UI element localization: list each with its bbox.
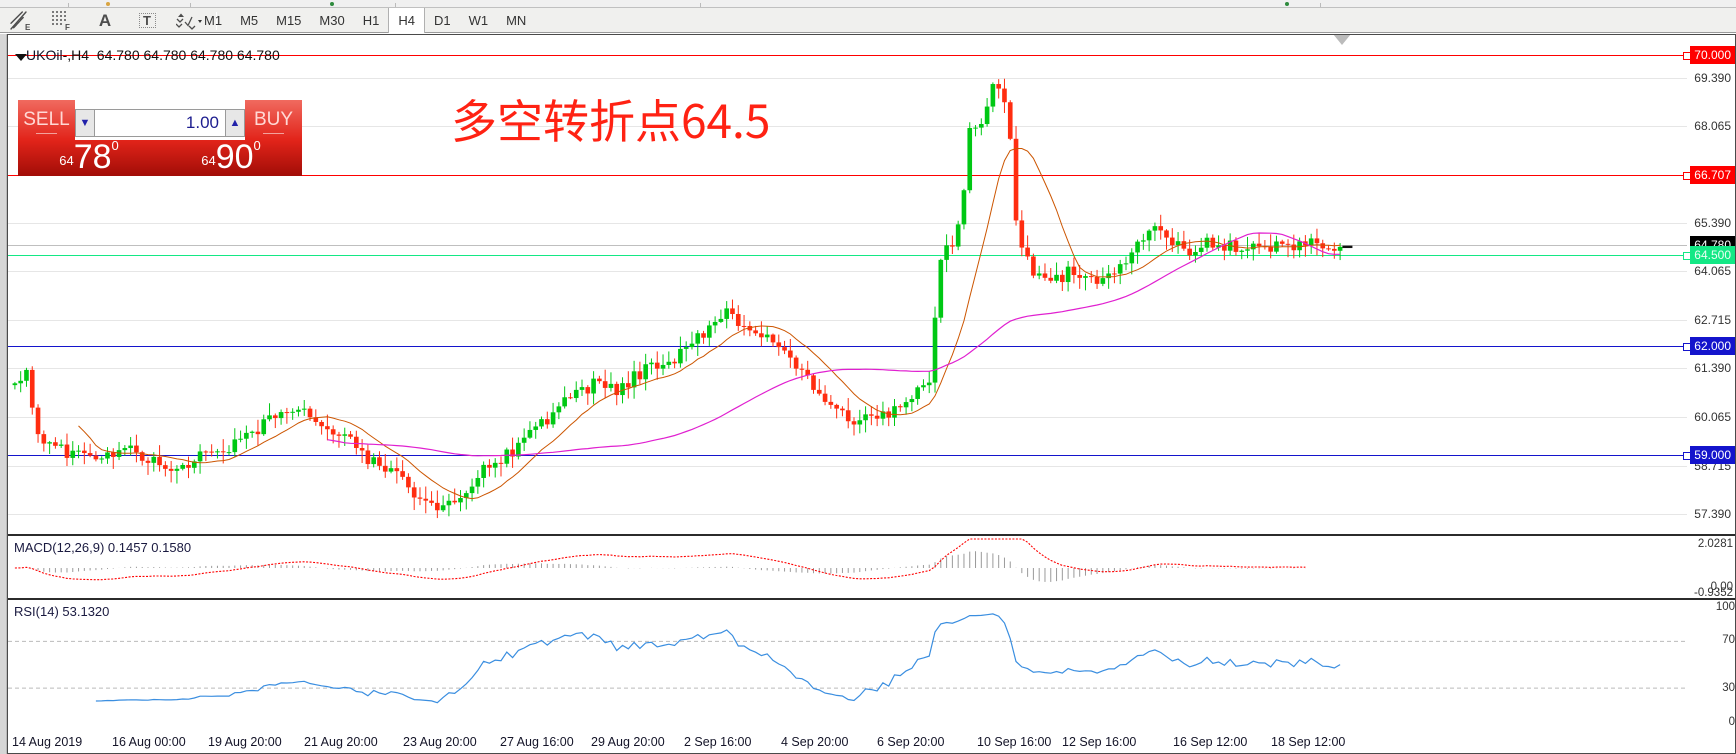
svg-text:E: E	[25, 23, 31, 31]
svg-text:F: F	[65, 23, 70, 31]
